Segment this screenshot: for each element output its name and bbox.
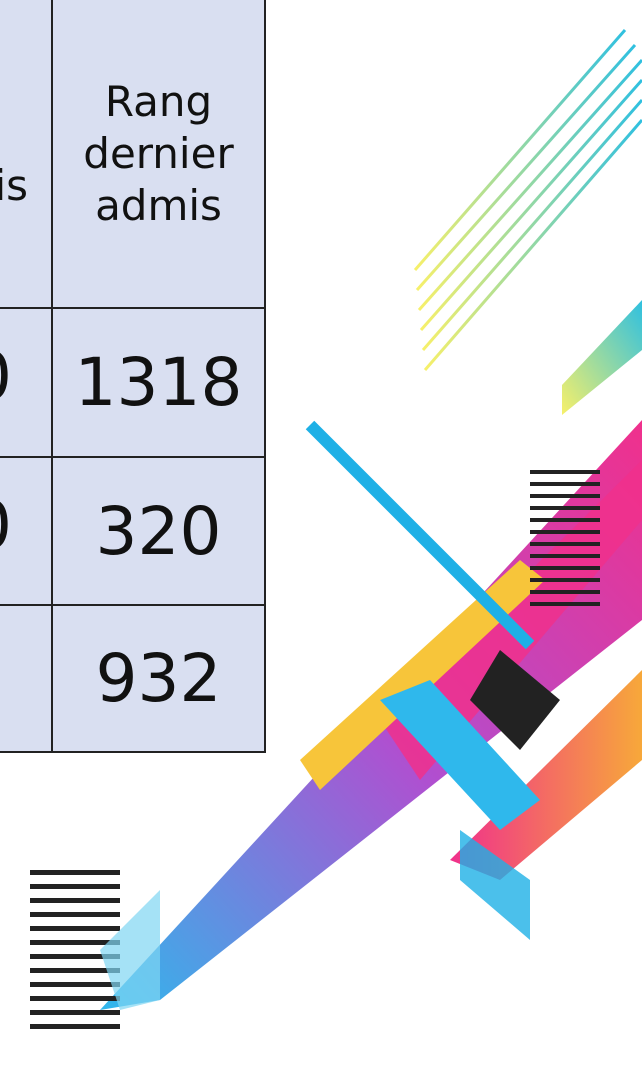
cell — [0, 605, 52, 752]
cell: 0 — [0, 308, 52, 457]
table-border — [0, 751, 266, 753]
black-stripes — [30, 470, 600, 1029]
header-text: Rang dernier admis — [83, 77, 234, 230]
table-border — [0, 604, 266, 606]
cell: 320 — [52, 457, 265, 605]
cell-text: 0 — [0, 487, 12, 564]
cell-text: 1318 — [74, 344, 243, 421]
table-border — [264, 0, 266, 753]
cell-text: 320 — [95, 492, 222, 570]
cell: 932 — [52, 605, 265, 752]
header-text: is — [0, 161, 28, 210]
table-border — [0, 307, 266, 309]
cell: 1318 — [52, 308, 265, 457]
stripes — [413, 29, 642, 371]
cell-text: 932 — [95, 640, 222, 717]
cell-text: 0 — [0, 338, 12, 415]
cell: 0 — [0, 457, 52, 605]
header-cell: is — [0, 0, 52, 308]
table-border — [0, 456, 266, 458]
table-border — [51, 0, 53, 753]
header-cell: Rang dernier admis — [52, 0, 265, 308]
